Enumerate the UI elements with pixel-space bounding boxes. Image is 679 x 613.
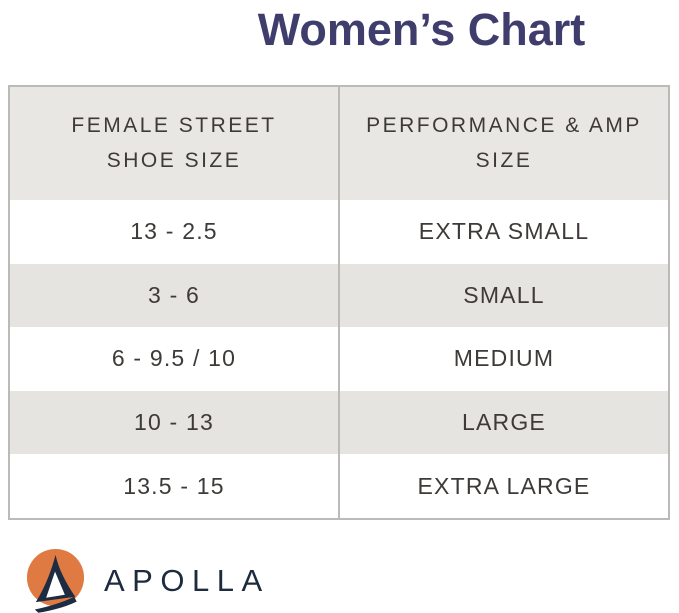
table-row: 10 - 13 LARGE [10, 390, 668, 455]
column-header-amp-size: PERFORMANCE & AMP SIZE [366, 113, 642, 172]
shoe-size-cell: 10 - 13 [10, 390, 340, 455]
table-row: 6 - 9.5 / 10 MEDIUM [10, 327, 668, 391]
shoe-size-cell: 13 - 2.5 [10, 200, 340, 264]
amp-size-cell: MEDIUM [453, 345, 555, 372]
table-header-row: FEMALE STREET SHOE SIZE PERFORMANCE & AM… [10, 87, 668, 200]
size-chart-table: FEMALE STREET SHOE SIZE PERFORMANCE & AM… [8, 85, 670, 520]
shoe-size-cell: 6 - 9.5 / 10 [10, 327, 340, 391]
amp-size-cell: EXTRA SMALL [418, 218, 590, 245]
amp-size-cell: EXTRA LARGE [417, 472, 591, 499]
amp-size-cell: SMALL [463, 281, 545, 308]
amp-size-cell: LARGE [462, 409, 546, 436]
brand-name: APOLLA [104, 563, 270, 598]
table-row: 13 - 2.5 EXTRA SMALL [10, 200, 668, 264]
column-header-shoe-size: FEMALE STREET SHOE SIZE [10, 87, 340, 200]
page-title: Women’s Chart [257, 4, 586, 55]
brand-lockup: APOLLA [24, 549, 270, 613]
shoe-size-cell: 3 - 6 [10, 263, 340, 328]
table-row: 3 - 6 SMALL [10, 263, 668, 328]
table-row: 13.5 - 15 EXTRA LARGE [10, 454, 668, 518]
apolla-circle-a-icon [24, 549, 87, 613]
shoe-size-cell: 13.5 - 15 [10, 454, 340, 518]
